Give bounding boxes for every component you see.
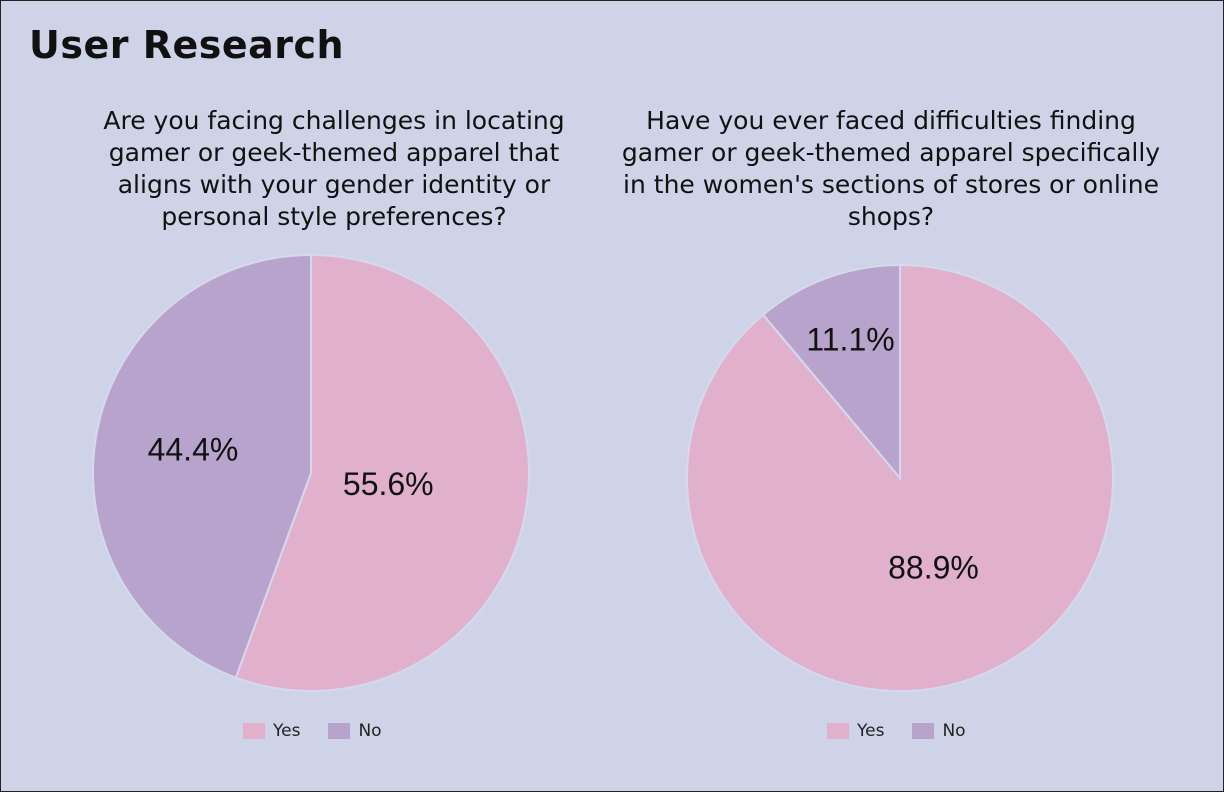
legend-left: Yes No [243, 721, 410, 741]
legend-item-yes: Yes [827, 721, 884, 741]
legend-label-yes: Yes [857, 721, 885, 741]
chart-title-left: Are you facing challenges in locating ga… [103, 106, 565, 231]
pie-chart-right: 88.9% 11.1% [686, 263, 1114, 692]
legend-swatch-no [328, 723, 351, 739]
legend-swatch-no [912, 723, 935, 739]
legend-item-no: No [912, 721, 966, 741]
pie-slice-no [92, 253, 312, 679]
pie-chart-left: 55.6% 44.4% [92, 253, 530, 692]
legend-swatch-yes [243, 723, 265, 739]
slice-label-yes: 55.6% [343, 466, 434, 502]
pie-slice-no [761, 263, 901, 481]
slice-label-no: 44.4% [148, 431, 239, 467]
slice-label-no: 11.1% [806, 321, 894, 357]
legend-right: Yes No [827, 721, 994, 741]
page-title: User Research [29, 23, 345, 67]
slice-label-yes: 88.9% [888, 550, 979, 586]
legend-label-no: No [942, 721, 966, 741]
legend-swatch-yes [827, 723, 849, 739]
legend-item-no: No [328, 721, 382, 741]
pie-slice-yes [234, 253, 530, 692]
legend-label-no: No [358, 721, 382, 741]
legend-item-yes: Yes [243, 721, 300, 741]
chart-title-right: Have you ever faced difficulties finding… [621, 106, 1161, 231]
legend-label-yes: Yes [273, 721, 301, 741]
